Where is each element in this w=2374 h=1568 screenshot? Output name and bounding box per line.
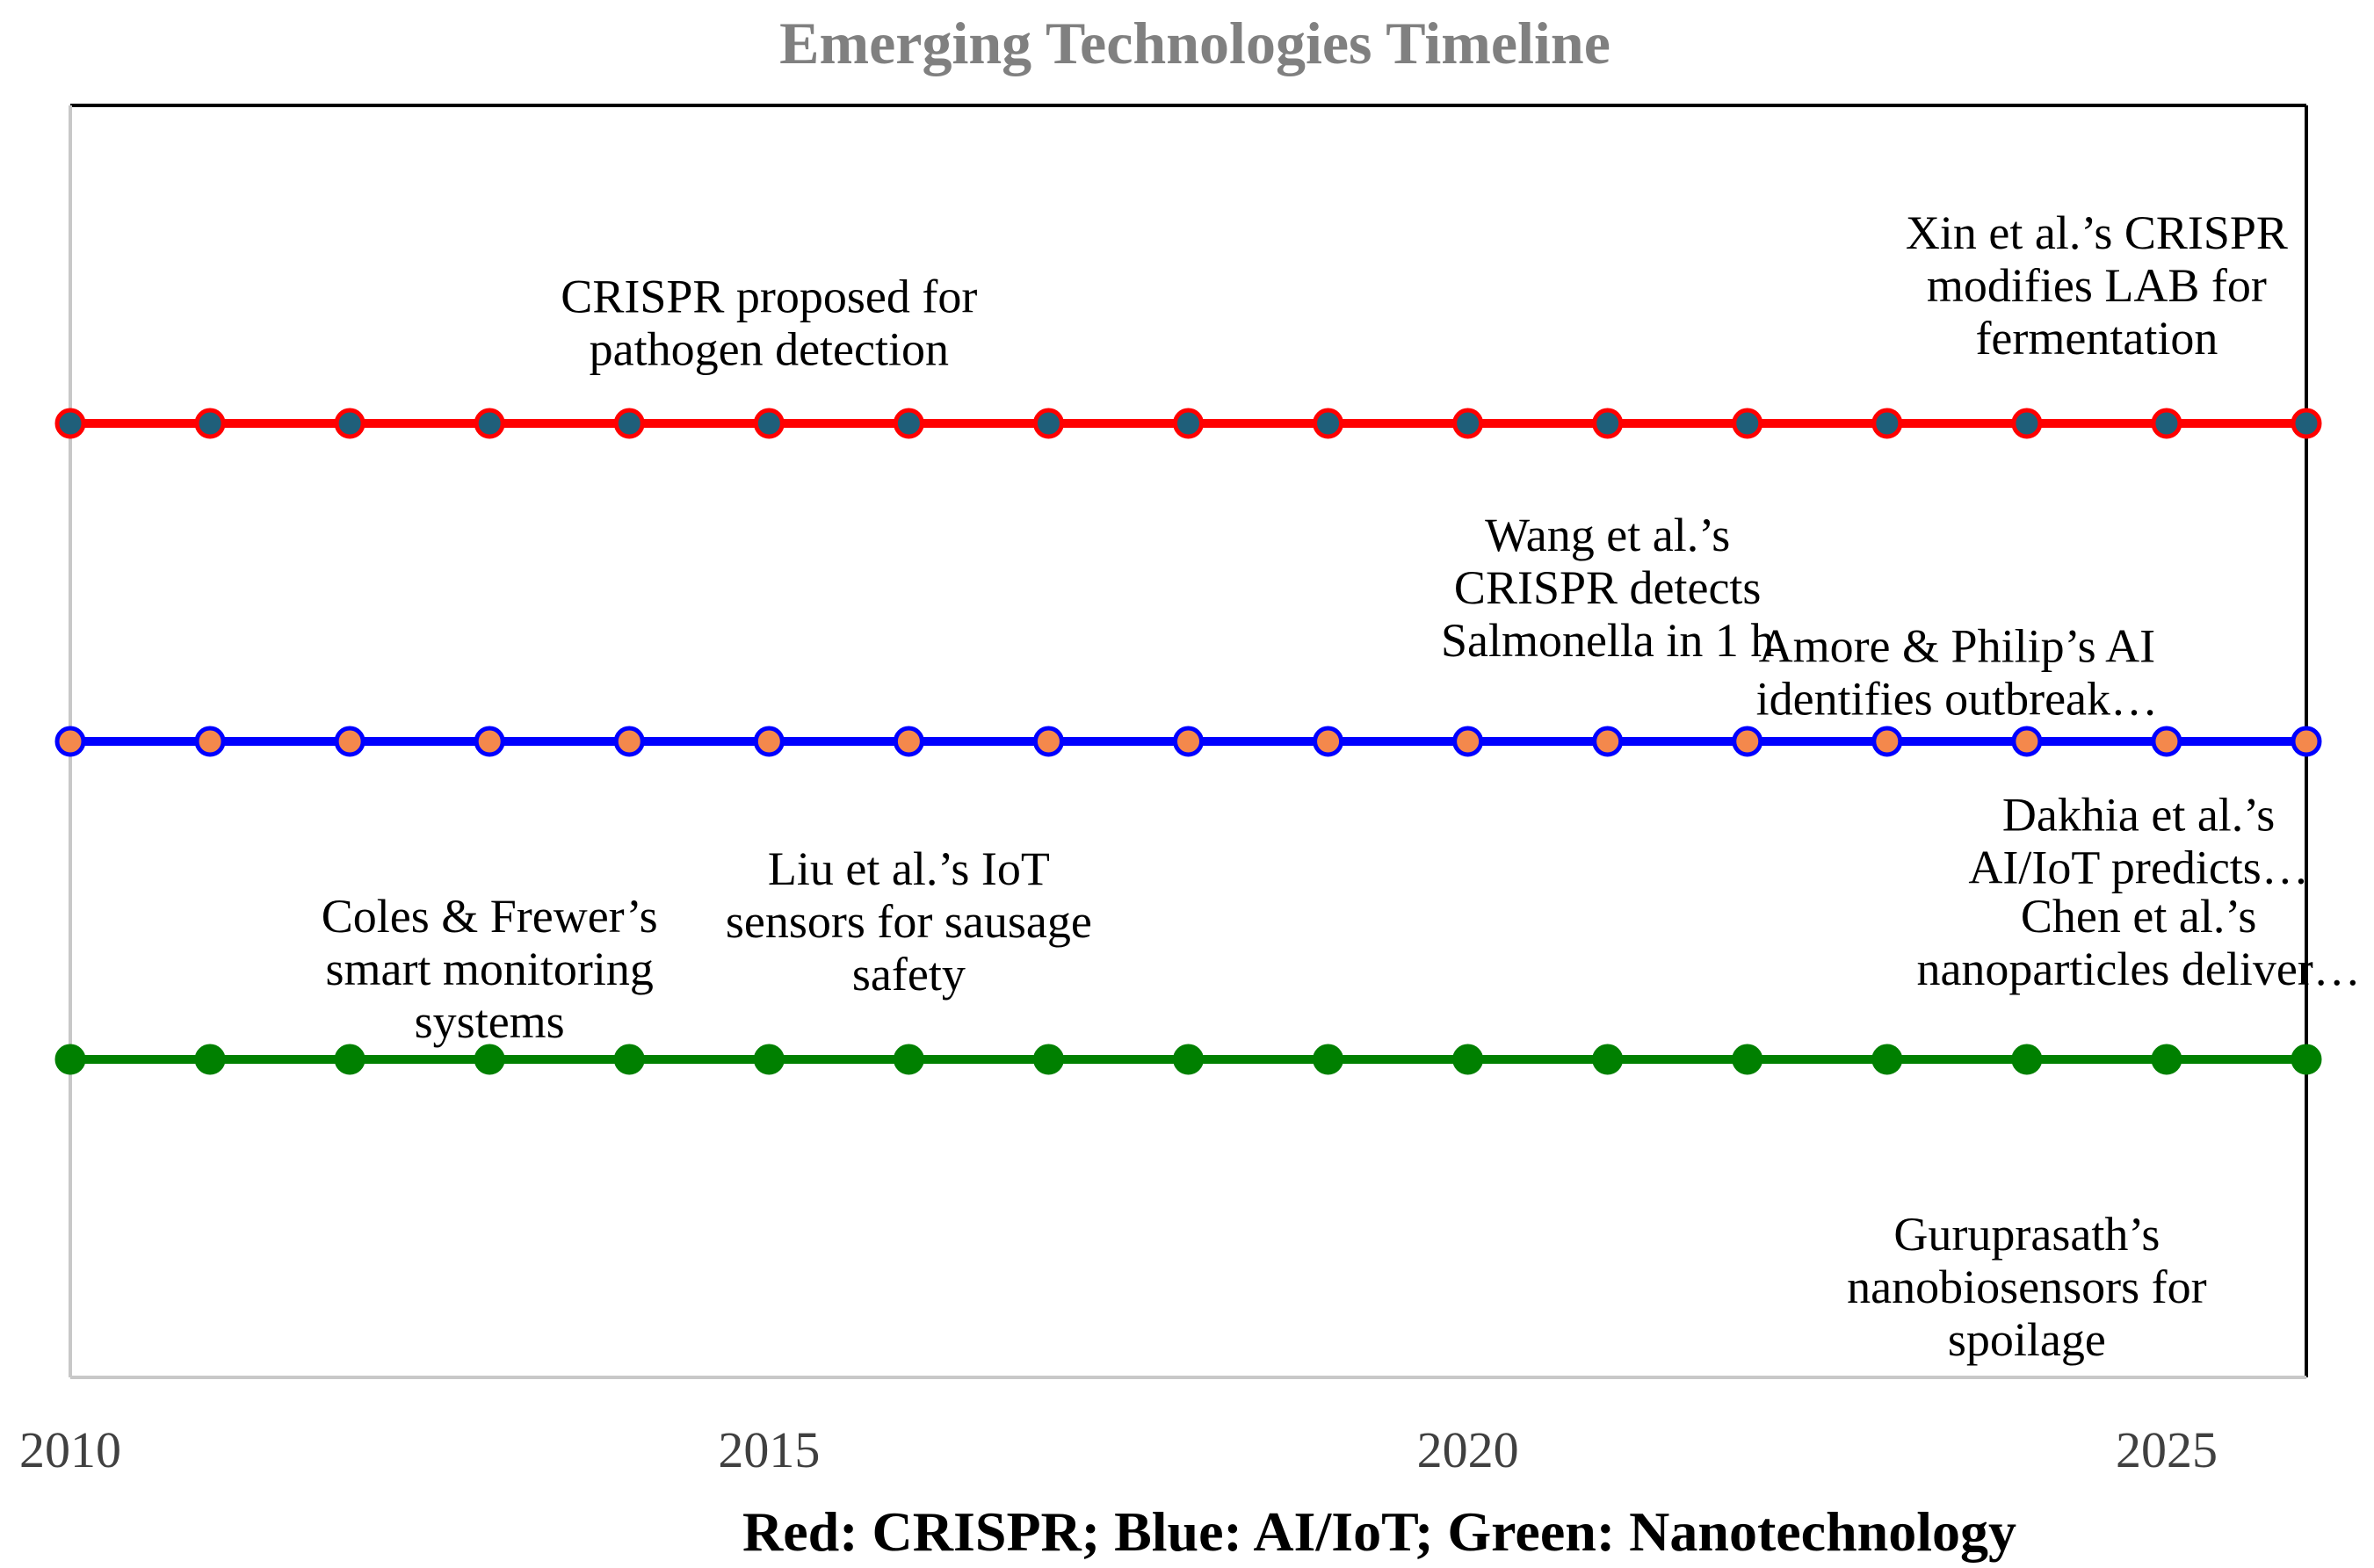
data-point — [1592, 1044, 1624, 1075]
annotation-dakhia-aiiot: Dakhia et al.’s AI/IoT predicts… — [1968, 788, 2308, 893]
annotation-line: pathogen detection — [590, 322, 949, 375]
legend-caption: Red: CRISPR; Blue: AI/IoT; Green: Nanote… — [742, 1500, 2016, 1563]
data-point — [54, 1044, 86, 1075]
data-point — [1452, 1044, 1484, 1075]
annotation-line: CRISPR detects — [1454, 561, 1762, 614]
x-tick-label: 2015 — [718, 1421, 820, 1478]
data-point — [753, 1044, 785, 1075]
data-point — [2151, 408, 2182, 439]
data-point — [1732, 1044, 1763, 1075]
series-ai-iot — [54, 726, 2322, 757]
data-point — [2291, 726, 2322, 757]
x-tick-label: 2010 — [19, 1421, 121, 1478]
series-layer — [54, 408, 2322, 1075]
annotation-line: Wang et al.’s — [1485, 509, 1730, 561]
data-point — [1871, 408, 1903, 439]
annotation-line: Guruprasath’s — [1893, 1208, 2160, 1261]
data-point — [1173, 726, 1204, 757]
data-point — [2151, 726, 2182, 757]
data-point — [334, 726, 366, 757]
data-point — [334, 408, 366, 439]
annotation-line: Xin et al.’s CRISPR — [1906, 206, 2288, 259]
annotation-xin-crispr: Xin et al.’s CRISPR modifies LAB for ferme… — [1906, 206, 2288, 365]
data-point — [2151, 1044, 2182, 1075]
data-point — [194, 408, 226, 439]
annotation-line: smart monitoring — [325, 943, 653, 995]
data-point — [1032, 1044, 1064, 1075]
annotation-guruprasath-nano: Guruprasath’s nanobiosensors for spoilage — [1847, 1208, 2206, 1366]
annotation-line: fermentation — [1975, 312, 2218, 365]
annotation-line: CRISPR proposed for — [561, 270, 977, 322]
annotation-line: Liu et al.’s IoT — [768, 842, 1050, 895]
chart-title: Emerging Technologies Timeline — [779, 10, 1610, 76]
annotation-line: sensors for sausage — [726, 895, 1092, 948]
annotation-liu-iot: Liu et al.’s IoT sensors for sausage safet… — [726, 842, 1092, 1001]
annotation-coles-frewer: Coles & Frewer’s smart monitoring systems — [322, 890, 658, 1048]
data-point — [1592, 726, 1624, 757]
data-point — [474, 408, 505, 439]
data-point — [334, 1044, 366, 1075]
annotation-crispr-proposed: CRISPR proposed for pathogen detection — [561, 270, 977, 375]
data-point — [2011, 726, 2043, 757]
data-point — [2291, 408, 2322, 439]
annotation-line: AI/IoT predicts… — [1968, 841, 2308, 893]
annotation-line: nanobiosensors for — [1847, 1261, 2206, 1313]
annotation-line: nanoparticles deliver… — [1916, 943, 2360, 995]
data-point — [613, 1044, 645, 1075]
data-point — [2011, 408, 2043, 439]
data-point — [753, 408, 785, 439]
annotation-line: Amore & Philip’s AI — [1759, 620, 2156, 673]
annotation-line: Dakhia et al.’s — [2002, 788, 2275, 841]
annotation-line: modifies LAB for — [1927, 259, 2267, 312]
data-point — [194, 726, 226, 757]
x-axis-ticks: 2010 2015 2020 2025 — [19, 1421, 2218, 1478]
data-point — [1313, 1044, 1344, 1075]
annotation-line: spoilage — [1948, 1313, 2106, 1366]
series-crispr — [54, 408, 2322, 439]
data-point — [1313, 726, 1344, 757]
data-point — [613, 726, 645, 757]
data-point — [54, 726, 86, 757]
data-point — [1732, 408, 1763, 439]
data-point — [893, 726, 924, 757]
annotation-line: Chen et al.’s — [2021, 890, 2256, 943]
series-nanotechnology — [54, 1044, 2322, 1075]
annotation-line: Salmonella in 1 h — [1441, 614, 1774, 667]
data-point — [1452, 726, 1484, 757]
data-point — [54, 408, 86, 439]
annotation-layer: CRISPR proposed for pathogen detection Xin… — [322, 206, 2361, 1366]
data-point — [1592, 408, 1624, 439]
data-point — [194, 1044, 226, 1075]
annotation-line: identifies outbreak… — [1756, 673, 2158, 726]
data-point — [1032, 408, 1064, 439]
annotation-line: safety — [852, 948, 966, 1001]
data-point — [1732, 726, 1763, 757]
x-tick-label: 2025 — [2116, 1421, 2218, 1478]
data-point — [613, 408, 645, 439]
data-point — [474, 726, 505, 757]
data-point — [1871, 726, 1903, 757]
data-point — [893, 1044, 924, 1075]
annotation-chen-nano: Chen et al.’s nanoparticles deliver… — [1916, 890, 2360, 995]
data-point — [2011, 1044, 2043, 1075]
annotation-wang-crispr: Wang et al.’s CRISPR detects Salmonella in… — [1441, 509, 1774, 667]
data-point — [753, 726, 785, 757]
data-point — [1032, 726, 1064, 757]
data-point — [1871, 1044, 1903, 1075]
annotation-amore-ai: Amore & Philip’s AI identifies outbreak… — [1756, 620, 2158, 726]
annotation-line: Coles & Frewer’s — [322, 890, 658, 943]
data-point — [893, 408, 924, 439]
data-point — [1452, 408, 1484, 439]
annotation-line: systems — [415, 995, 565, 1048]
data-point — [474, 1044, 505, 1075]
x-tick-label: 2020 — [1417, 1421, 1519, 1478]
data-point — [1173, 1044, 1204, 1075]
data-point — [1313, 408, 1344, 439]
data-point — [2291, 1044, 2322, 1075]
data-point — [1173, 408, 1204, 439]
